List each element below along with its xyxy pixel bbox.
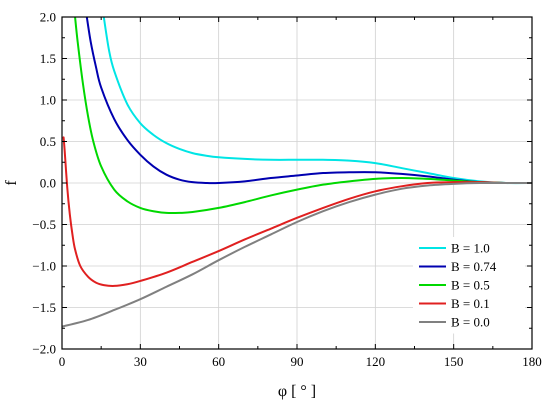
y-tick-label: −1.5: [32, 300, 56, 315]
series-line-2: [74, 17, 532, 215]
y-tick-label: −2.0: [32, 342, 56, 357]
series-line-3: [62, 136, 532, 287]
x-axis-label: φ [ ° ]: [278, 383, 316, 400]
series-line-0: [102, 17, 532, 185]
legend-label-0: B = 1.0: [451, 241, 490, 256]
legend-label-3: B = 0.1: [451, 296, 490, 311]
x-tick-label: 30: [134, 354, 147, 369]
x-tick-label: 180: [522, 354, 542, 369]
y-tick-label: 1.5: [40, 51, 56, 66]
series-layer: [62, 17, 532, 328]
y-tick-label: −0.5: [32, 217, 56, 232]
tick-marks: [61, 16, 533, 350]
legend-label-4: B = 0.0: [451, 315, 490, 330]
x-tick-label: 60: [212, 354, 225, 369]
y-axis-label: f: [3, 180, 20, 186]
y-tick-label: 0.5: [40, 134, 56, 149]
y-tick-label: 2.0: [40, 10, 56, 25]
x-tick-label: 120: [366, 354, 386, 369]
legend: B = 1.0 B = 0.74 B = 0.5 B = 0.1 B = 0.0: [413, 237, 525, 334]
x-tick-label: 0: [59, 354, 66, 369]
y-tick-label: −1.0: [32, 259, 56, 274]
x-tick-label: 150: [444, 354, 464, 369]
y-tick-label: 0.0: [40, 176, 56, 191]
legend-label-1: B = 0.74: [451, 259, 497, 274]
legend-label-2: B = 0.5: [451, 278, 490, 293]
tick-labels: 0 30 60 90 120 150 180 −2.0 −1.5 −1.0 −0.5 0.0 0.5 1.…: [32, 10, 541, 370]
series-line-4: [62, 181, 532, 328]
x-tick-label: 90: [291, 354, 304, 369]
y-tick-label: 1.0: [40, 93, 56, 108]
series-line-1: [85, 17, 532, 185]
